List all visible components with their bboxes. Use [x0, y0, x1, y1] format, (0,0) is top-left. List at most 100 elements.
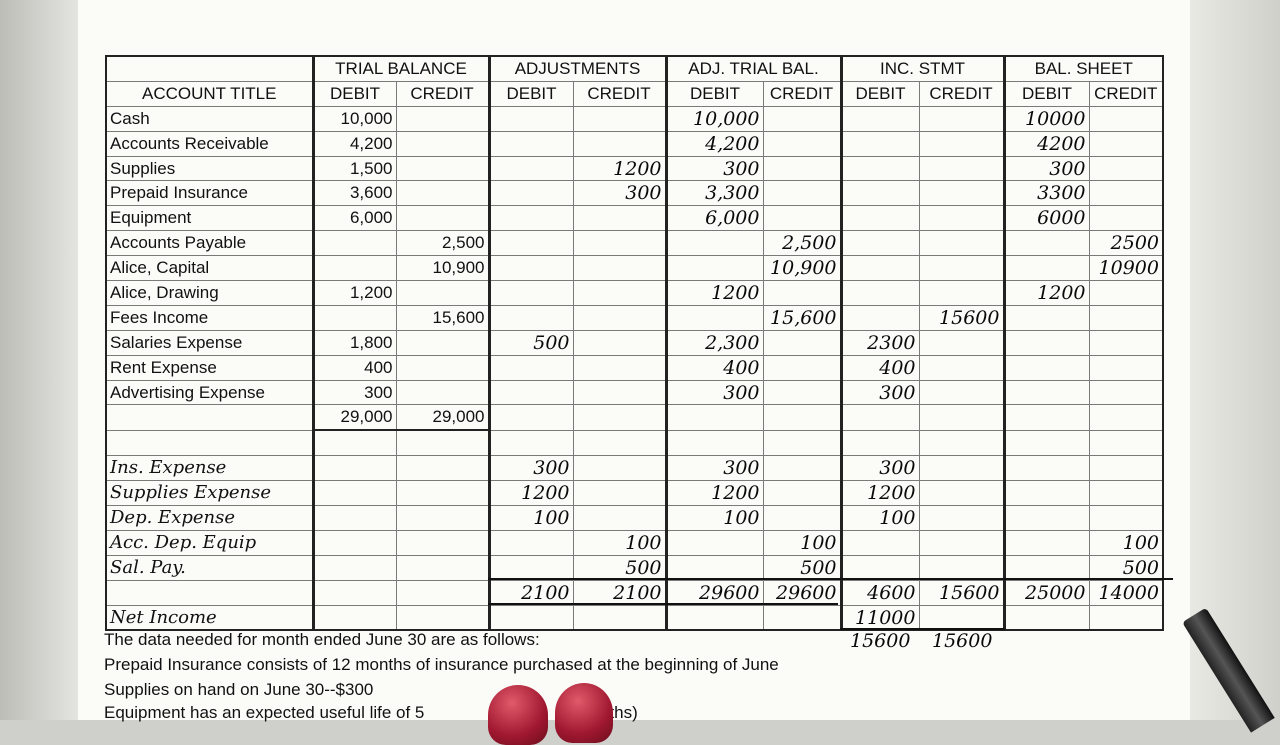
amount-cell	[1088, 480, 1164, 507]
amount-cell: 15,600	[762, 304, 842, 331]
amount-cell	[1002, 455, 1090, 482]
sub-header-credit: CREDIT	[762, 80, 842, 107]
sub-header-debit: DEBIT	[839, 80, 920, 107]
amount-cell	[664, 604, 764, 631]
amount-cell: 1200	[487, 480, 574, 507]
amount-cell	[1088, 505, 1164, 531]
amount-cell	[572, 130, 667, 157]
amount-cell	[311, 579, 397, 606]
amount-cell: 3,600	[311, 180, 397, 207]
amount-cell	[311, 505, 397, 531]
account-title	[105, 429, 314, 457]
amount-cell	[487, 230, 574, 257]
amount-cell	[487, 354, 574, 381]
amount-cell	[918, 230, 1005, 257]
amount-cell: 15,600	[395, 304, 490, 331]
amount-cell	[839, 230, 920, 257]
amount-cell	[572, 604, 667, 631]
amount-cell	[1088, 180, 1164, 207]
inc-stmt-final-debit: 15600	[850, 630, 911, 652]
account-title: Dep. Expense	[105, 505, 314, 531]
amount-cell: 300	[572, 180, 667, 207]
amount-cell	[1088, 354, 1164, 381]
amount-cell: 10,900	[395, 255, 490, 282]
amount-cell: 1,800	[311, 329, 397, 356]
amount-cell	[762, 280, 842, 306]
amount-cell	[1002, 329, 1090, 356]
group-inc-stmt: INC. STMT	[839, 55, 1005, 82]
amount-cell	[395, 280, 490, 306]
amount-cell	[572, 304, 667, 331]
amount-cell	[572, 329, 667, 356]
amount-cell	[918, 105, 1005, 132]
amount-cell	[918, 529, 1005, 556]
amount-cell	[395, 379, 490, 406]
amount-cell: 100	[487, 505, 574, 531]
note-line-1: The data needed for month ended June 30 …	[104, 630, 540, 649]
account-title: Prepaid Insurance	[105, 180, 314, 207]
table-row: Sal. Pay. 500 500 500	[105, 554, 1164, 581]
table-row: Supplies Expense 1200 1200 1200	[105, 480, 1164, 507]
amount-cell	[572, 354, 667, 381]
amount-cell	[1002, 554, 1090, 581]
amount-cell	[572, 230, 667, 257]
amount-cell: 1,500	[311, 155, 397, 182]
amount-cell: 500	[572, 554, 667, 581]
amount-cell: 10,000	[664, 105, 764, 132]
amount-cell	[572, 404, 667, 431]
amount-cell: 29,000	[395, 404, 490, 432]
amount-cell: 10900	[1088, 255, 1164, 282]
amount-cell: 6,000	[311, 205, 397, 232]
amount-cell	[762, 505, 842, 531]
amount-cell	[395, 604, 490, 631]
amount-cell: 400	[839, 354, 920, 381]
amount-cell	[395, 505, 490, 531]
amount-cell	[762, 455, 842, 482]
sub-header-debit: DEBIT	[664, 80, 764, 107]
amount-cell: 300	[664, 155, 764, 182]
amount-cell	[572, 480, 667, 507]
amount-cell	[762, 205, 842, 232]
worksheet-table: TRIAL BALANCE ADJUSTMENTS ADJ. TRIAL BAL…	[105, 55, 1164, 632]
account-title: Net Income	[105, 604, 314, 631]
amount-cell	[664, 255, 764, 282]
amount-cell: 400	[311, 354, 397, 381]
amount-cell	[487, 280, 574, 306]
amount-cell	[395, 155, 490, 182]
amount-cell	[918, 455, 1005, 482]
amount-cell: 25000	[1002, 579, 1090, 606]
amount-cell	[839, 205, 920, 232]
amount-cell	[762, 329, 842, 356]
amount-cell	[762, 130, 842, 157]
table-row: Salaries Expense 1,800 500 2,300 2300	[105, 329, 1164, 356]
amount-cell	[1002, 529, 1090, 556]
amount-cell	[664, 429, 764, 457]
amount-cell	[839, 529, 920, 556]
group-header-row: TRIAL BALANCE ADJUSTMENTS ADJ. TRIAL BAL…	[105, 55, 1164, 82]
account-title	[105, 404, 314, 431]
amount-cell: 500	[487, 329, 574, 356]
amount-cell: 15600	[918, 579, 1005, 606]
amount-cell	[918, 155, 1005, 182]
amount-cell	[572, 255, 667, 282]
amount-cell: 1200	[839, 480, 920, 507]
amount-cell	[487, 304, 574, 331]
amount-cell	[1088, 604, 1164, 631]
amount-cell: 11000	[839, 604, 920, 631]
amount-cell	[839, 304, 920, 331]
amount-cell	[1002, 505, 1090, 531]
amount-cell	[918, 554, 1005, 581]
amount-cell	[918, 280, 1005, 306]
amount-cell	[918, 379, 1005, 406]
amount-cell: 10000	[1002, 105, 1090, 132]
amount-cell: 100	[572, 529, 667, 556]
amount-cell: 300	[664, 379, 764, 406]
amount-cell	[918, 604, 1005, 631]
amount-cell	[311, 429, 397, 457]
amount-cell: 1200	[1002, 280, 1090, 306]
amount-cell	[572, 505, 667, 531]
table-row: Acc. Dep. Equip 100 100 100	[105, 529, 1164, 556]
amount-cell: 3,300	[664, 180, 764, 207]
amount-cell	[572, 455, 667, 482]
amount-cell	[395, 480, 490, 507]
